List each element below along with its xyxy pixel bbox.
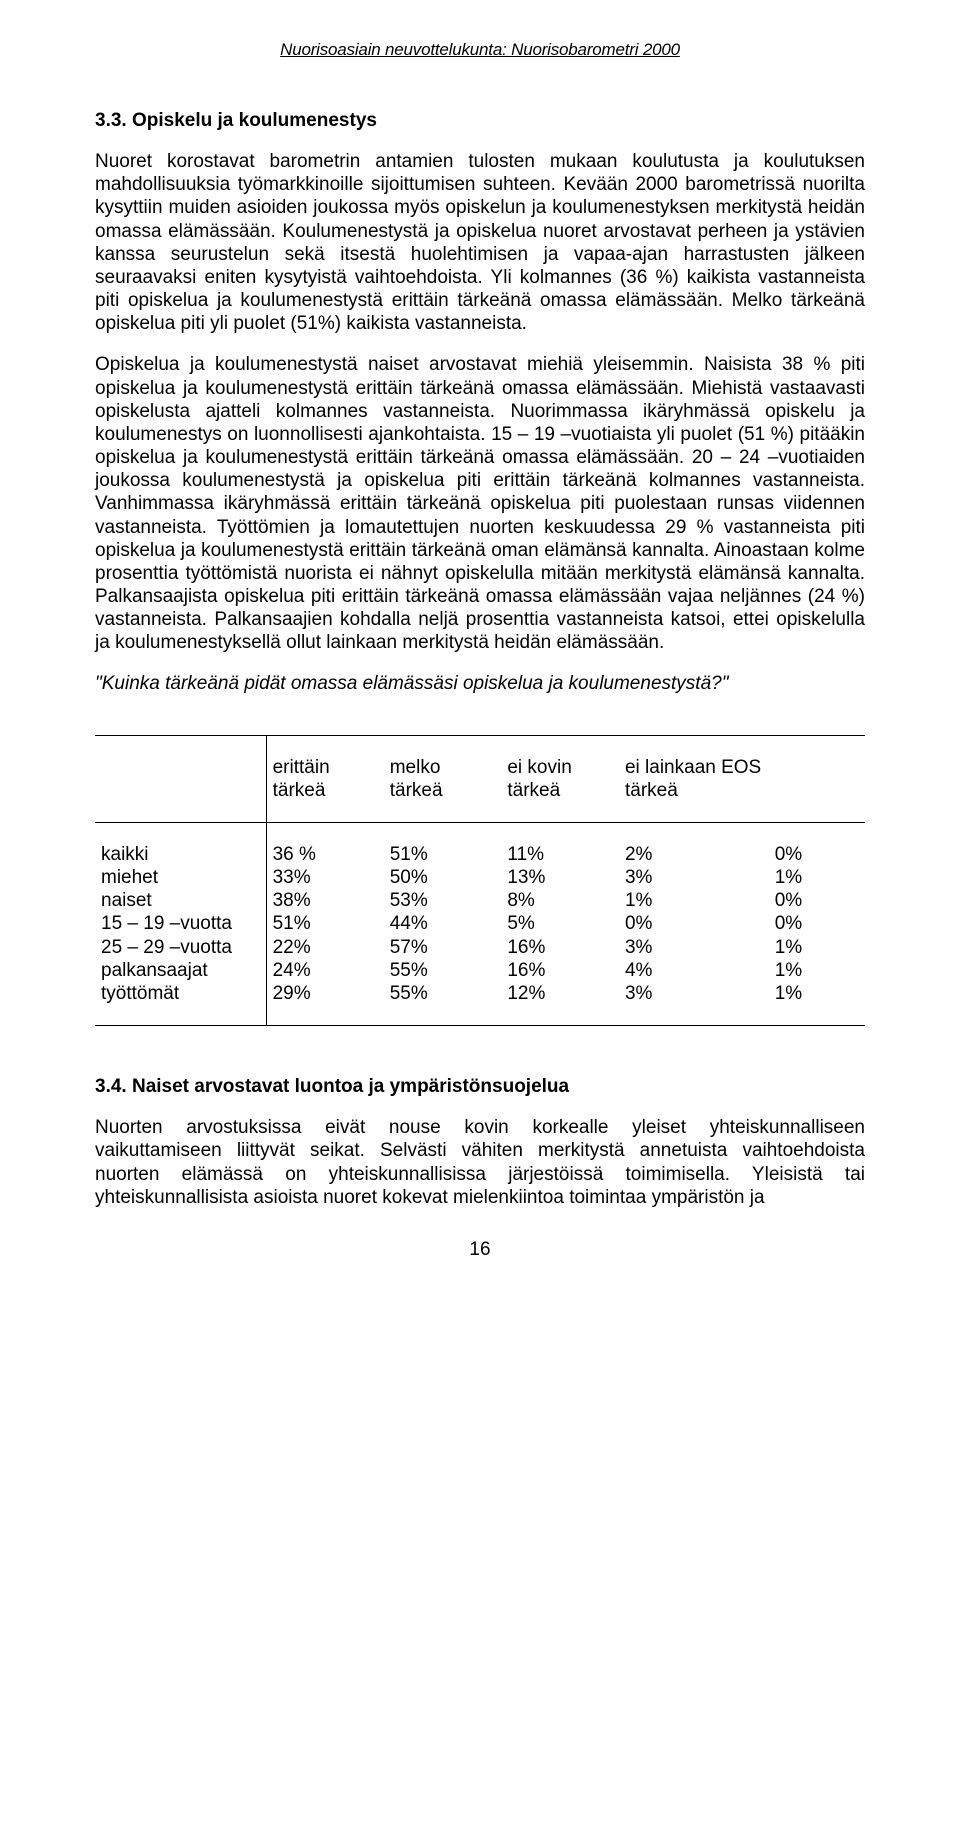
table-cell: 16% [501, 959, 619, 982]
col-header-line1: ei kovin [507, 757, 571, 778]
table-cell: 0% [619, 912, 769, 935]
table-cell: 11% [501, 822, 619, 866]
table-header-col3: ei kovin tärkeä [501, 735, 619, 822]
table-cell: 16% [501, 936, 619, 959]
table-cell: 8% [501, 889, 619, 912]
table-row: 25 – 29 –vuotta22%57%16%3%1% [95, 936, 865, 959]
col-header-line1: melko [390, 757, 441, 778]
table-row: miehet33%50%13%3%1% [95, 866, 865, 889]
paragraph-2: Opiskelua ja koulumenestystä naiset arvo… [95, 353, 865, 654]
table-header-col1: erittäin tärkeä [266, 735, 384, 822]
table-cell: 3% [619, 866, 769, 889]
table-row: työttömät29%55%12%3%1% [95, 982, 865, 1026]
results-table: erittäin tärkeä melko tärkeä ei kovin tä… [95, 735, 865, 1027]
page-number: 16 [95, 1239, 865, 1261]
table-header-blank [95, 735, 266, 822]
survey-question-quote: "Kuinka tärkeänä pidät omassa elämässäsi… [95, 673, 865, 695]
section-heading-3-4: 3.4. Naiset arvostavat luontoa ja ympäri… [95, 1076, 865, 1098]
table-cell: 0% [769, 889, 865, 912]
table-cell: 38% [266, 889, 384, 912]
table-cell: 51% [384, 822, 502, 866]
table-cell: 1% [769, 866, 865, 889]
row-label: palkansaajat [95, 959, 266, 982]
document-page: Nuorisoasiain neuvottelukunta: Nuorisoba… [0, 0, 960, 1311]
table-cell: 12% [501, 982, 619, 1026]
section-heading-3-3: 3.3. Opiskelu ja koulumenestys [95, 110, 865, 132]
paragraph-3: Nuorten arvostuksissa eivät nouse kovin … [95, 1116, 865, 1209]
table-cell: 55% [384, 982, 502, 1026]
col-header-line1: ei lainkaan [625, 757, 716, 778]
table-cell: 22% [266, 936, 384, 959]
table-header-col4: ei lainkaan EOS tärkeä [619, 735, 769, 822]
col-header-line2: tärkeä [507, 780, 560, 801]
table-row: kaikki36 %51%11%2%0% [95, 822, 865, 866]
col-header-line1: erittäin [273, 757, 330, 778]
row-label: miehet [95, 866, 266, 889]
page-header: Nuorisoasiain neuvottelukunta: Nuorisoba… [95, 40, 865, 60]
col-header-line2: tärkeä [273, 780, 326, 801]
table-cell: 36 % [266, 822, 384, 866]
table-cell: 4% [619, 959, 769, 982]
table-cell: 13% [501, 866, 619, 889]
row-label: naiset [95, 889, 266, 912]
table-cell: 53% [384, 889, 502, 912]
table-header-col5 [769, 735, 865, 822]
table-header-row: erittäin tärkeä melko tärkeä ei kovin tä… [95, 735, 865, 822]
table-cell: 2% [619, 822, 769, 866]
table-cell: 5% [501, 912, 619, 935]
row-label: 15 – 19 –vuotta [95, 912, 266, 935]
table-cell: 1% [619, 889, 769, 912]
table-cell: 0% [769, 822, 865, 866]
table-cell: 1% [769, 959, 865, 982]
row-label: 25 – 29 –vuotta [95, 936, 266, 959]
table-cell: 1% [769, 982, 865, 1026]
table-row: palkansaajat24%55%16%4%1% [95, 959, 865, 982]
table-cell: 44% [384, 912, 502, 935]
table-cell: 57% [384, 936, 502, 959]
table-header-col2: melko tärkeä [384, 735, 502, 822]
table-cell: 0% [769, 912, 865, 935]
row-label: työttömät [95, 982, 266, 1026]
table-cell: 24% [266, 959, 384, 982]
table-cell: 29% [266, 982, 384, 1026]
col-header-line2: tärkeä [625, 780, 678, 801]
table-row: 15 – 19 –vuotta51%44%5%0%0% [95, 912, 865, 935]
col-header-line2: tärkeä [390, 780, 443, 801]
table-cell: 1% [769, 936, 865, 959]
table-cell: 33% [266, 866, 384, 889]
table-body: kaikki36 %51%11%2%0%miehet33%50%13%3%1%n… [95, 822, 865, 1025]
table-row: naiset38%53%8%1%0% [95, 889, 865, 912]
table-cell: 50% [384, 866, 502, 889]
paragraph-1: Nuoret korostavat barometrin antamien tu… [95, 150, 865, 335]
row-label: kaikki [95, 822, 266, 866]
table-cell: 55% [384, 959, 502, 982]
table-cell: 51% [266, 912, 384, 935]
table-cell: 3% [619, 936, 769, 959]
col-header-line1: EOS [721, 757, 761, 778]
table-cell: 3% [619, 982, 769, 1026]
